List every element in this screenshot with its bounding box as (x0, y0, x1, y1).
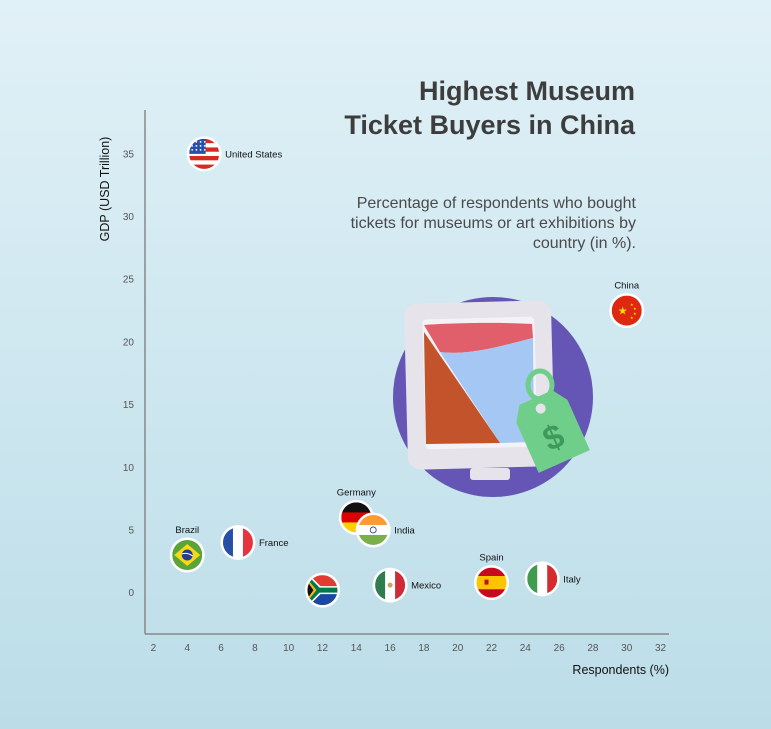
data-point: United States (186, 136, 282, 172)
spain-flag-icon (476, 567, 507, 598)
x-tick-label: 10 (283, 643, 295, 654)
point-label: Mexico (411, 581, 441, 592)
x-tick-label: 16 (385, 643, 397, 654)
data-point: Mexico (372, 567, 441, 603)
screen-red-area (424, 322, 533, 353)
point-label: France (259, 538, 289, 549)
data-points: United States★★★★★ChinaGermanyIndiaBrazi… (169, 136, 645, 608)
y-tick-label: 15 (123, 400, 135, 411)
chart-subtitle: Percentage of respondents who bought tic… (350, 195, 636, 252)
y-tick-label: 5 (128, 525, 134, 536)
data-point: Brazil (169, 525, 205, 573)
tablet-stand (470, 468, 510, 480)
y-tick-label: 10 (123, 463, 135, 474)
x-tick-label: 30 (621, 643, 633, 654)
data-point: France (220, 524, 289, 560)
x-tick-label: 20 (452, 643, 464, 654)
museum-ticket-illustration: $ (393, 297, 593, 497)
south-africa-flag-icon (307, 575, 338, 606)
x-tick-label: 8 (252, 643, 258, 654)
svg-text:★: ★ (618, 306, 628, 318)
data-point: ★★★★★China (609, 281, 645, 329)
y-tick-label: 0 (128, 588, 134, 599)
x-tick-label: 14 (351, 643, 363, 654)
china-flag-icon: ★★★★★ (611, 295, 642, 326)
screen-orange-area (424, 332, 500, 444)
data-point: Italy (524, 561, 581, 597)
point-label: Spain (479, 553, 503, 564)
italy-flag-icon (527, 563, 558, 594)
data-point: Spain (474, 553, 510, 601)
x-tick-label: 26 (554, 643, 566, 654)
svg-text:★: ★ (630, 315, 634, 320)
point-label: Brazil (175, 525, 199, 536)
screen-blue-area (440, 338, 534, 443)
y-tick-label: 20 (123, 337, 135, 348)
brazil-flag-icon (172, 540, 203, 571)
us-flag-icon (189, 138, 220, 169)
point-label: China (614, 281, 640, 292)
x-tick-label: 12 (317, 643, 329, 654)
x-tick-label: 24 (520, 643, 532, 654)
svg-text:★: ★ (633, 306, 637, 311)
y-tick-label: 30 (123, 212, 135, 223)
x-tick-label: 6 (218, 643, 224, 654)
chart-axes: 2 4 6 8 10 12 14 16 18 20 22 24 26 28 30 32051015202530… (98, 110, 669, 677)
data-point: India (355, 512, 416, 548)
tag-string (525, 368, 555, 402)
x-tick-label: 18 (418, 643, 430, 654)
x-tick-label: 28 (587, 643, 599, 654)
x-tick-label: 32 (655, 643, 667, 654)
x-tick-label: 2 (151, 643, 157, 654)
india-flag-icon (358, 514, 389, 545)
france-flag-icon (222, 527, 253, 558)
x-tick-label: 22 (486, 643, 498, 654)
svg-text:★: ★ (633, 311, 637, 316)
x-axis-title: Respondents (%) (572, 663, 669, 677)
y-tick-label: 25 (123, 275, 135, 286)
point-label: India (394, 525, 415, 536)
mexico-flag-icon (375, 570, 406, 601)
x-tick-label: 4 (184, 643, 190, 654)
point-label: Germany (337, 487, 376, 498)
price-tag: $ (516, 390, 590, 473)
chart-title: Highest Museum Ticket Buyers in China (344, 76, 635, 140)
y-axis-title: GDP (USD Trillion) (98, 137, 112, 242)
data-point (304, 572, 340, 608)
point-label: United States (225, 149, 282, 160)
svg-text:★: ★ (630, 302, 634, 307)
point-label: Italy (563, 574, 581, 585)
y-tick-label: 35 (123, 149, 135, 160)
